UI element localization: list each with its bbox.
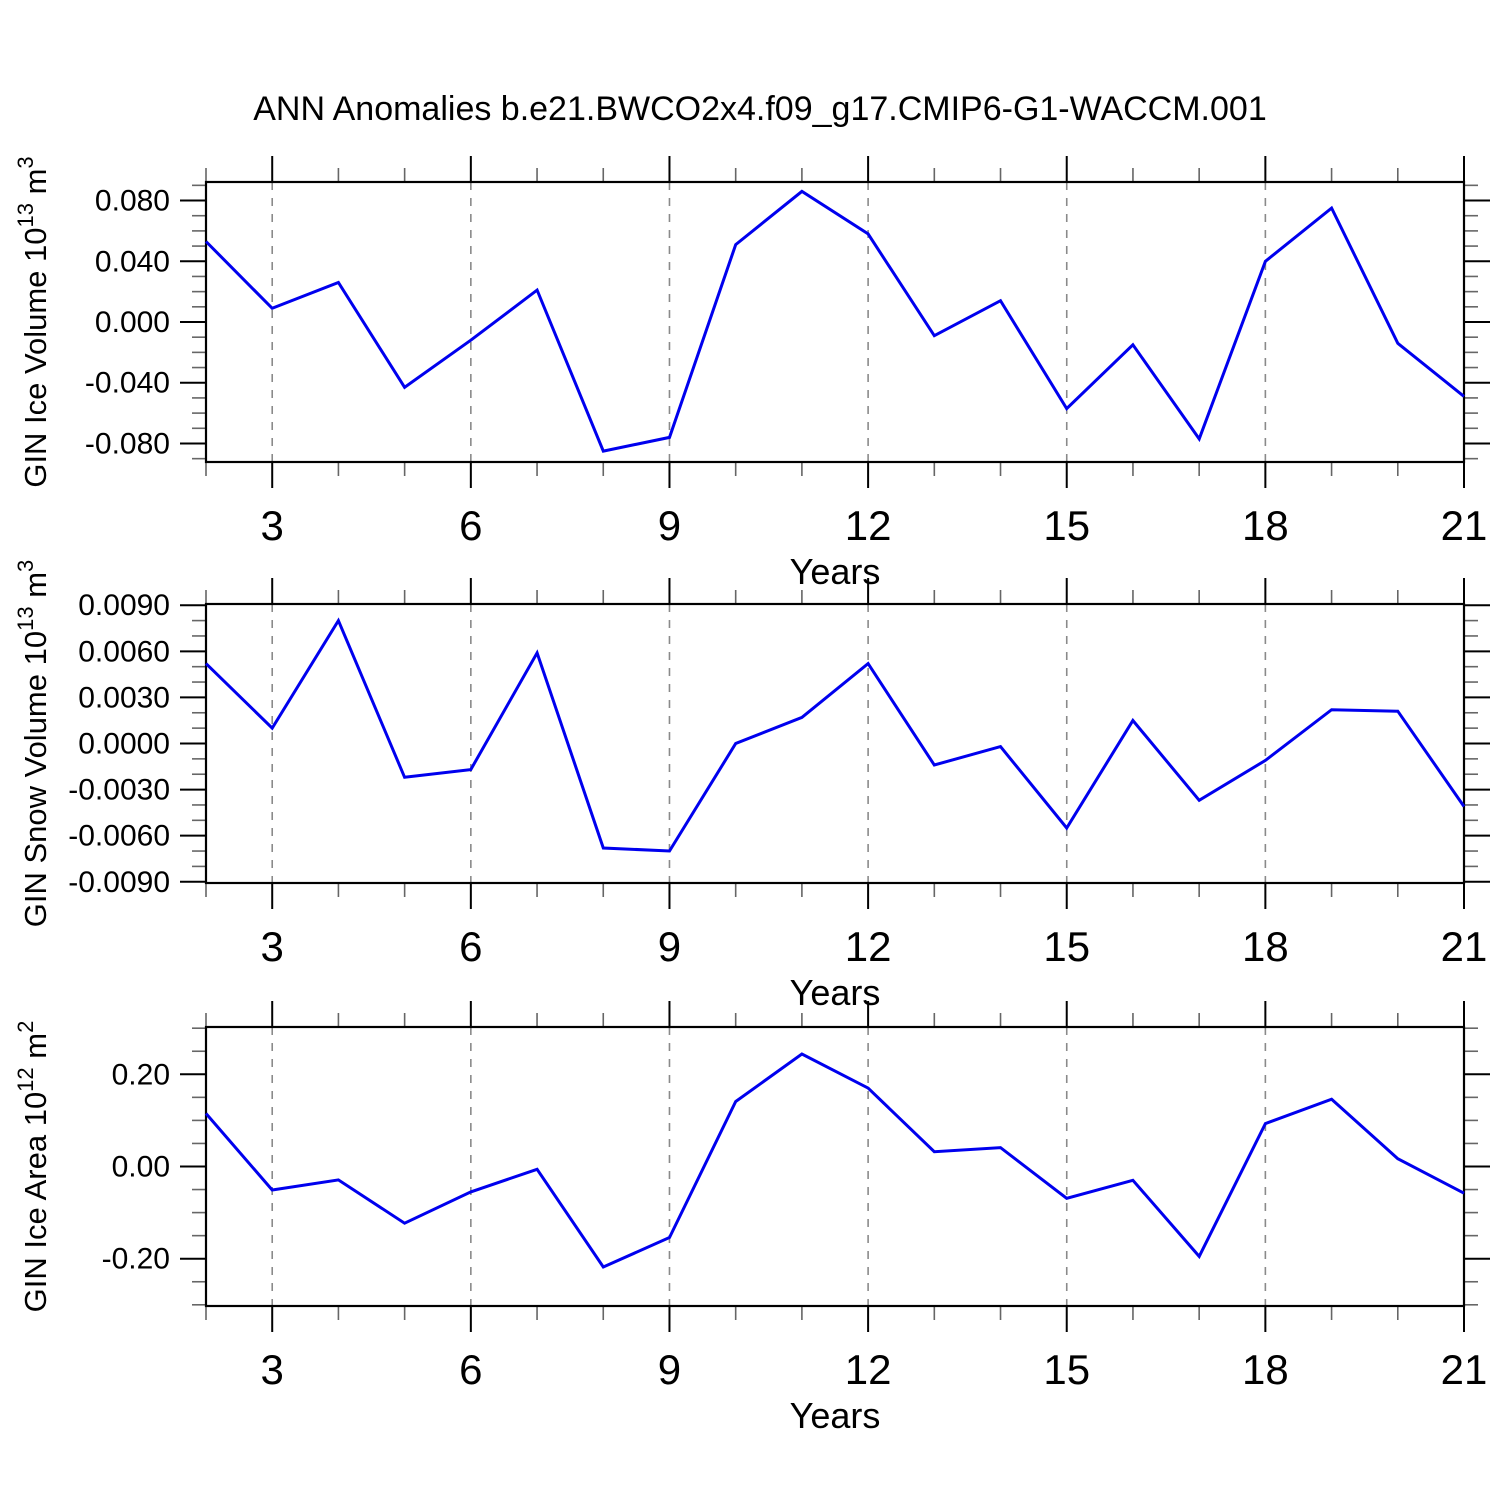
page-title: ANN Anomalies b.e21.BWCO2x4.f09_g17.CMIP… (253, 90, 1266, 128)
y-tick-label: 0.00 (112, 1151, 170, 1184)
x-axis-title: Years (790, 1395, 881, 1436)
y-tick-label: 0.000 (95, 306, 170, 339)
x-tick-label: 9 (658, 1346, 681, 1393)
x-tick-label: 21 (1441, 1346, 1488, 1393)
y-tick-label: -0.080 (85, 427, 170, 460)
y-tick-label: 0.0090 (78, 589, 170, 622)
y-axis-title: GIN Ice Volume 1013 m3 (13, 156, 53, 487)
y-tick-label: 0.20 (112, 1058, 170, 1091)
x-tick-label: 6 (459, 923, 482, 970)
chart-gin-ice-area: 3 6 9 12 15 18 21 0.20 0.00 -0.20 Years GIN Ice Are… (13, 1001, 1490, 1436)
y-axis-title: GIN Snow Volume 1013 m3 (13, 560, 53, 928)
data-line-gin-ice-area (204, 1052, 1465, 1269)
y-tick-label: 0.0060 (78, 635, 170, 668)
x-axis-title: Years (790, 551, 881, 592)
x-tick-label: 18 (1242, 502, 1289, 549)
x-tick-label: 15 (1043, 502, 1090, 549)
y-tick-label: -0.0030 (68, 774, 170, 807)
y-axis-title: GIN Ice Area 1012 m2 (13, 1021, 53, 1313)
x-tick-label: 21 (1441, 923, 1488, 970)
chart-gin-ice-volume: 3 6 9 12 15 18 21 0.080 0.040 0.000 -0.040 -0.080 Ye… (13, 156, 1490, 592)
plot-frame (204, 180, 1466, 464)
x-tick-label: 9 (658, 923, 681, 970)
y-tick-label: 0.040 (95, 245, 170, 278)
y-tick-label: 0.0030 (78, 681, 170, 714)
y-tick-label: 0.080 (95, 185, 170, 218)
x-tick-label: 18 (1242, 1346, 1289, 1393)
data-line-gin-ice-volume (204, 189, 1465, 453)
y-tick-label: -0.040 (85, 367, 170, 400)
x-tick-label: 9 (658, 502, 681, 549)
plot-frame (204, 602, 1466, 885)
x-tick-label: 12 (845, 502, 892, 549)
y-tick-label: -0.0090 (68, 866, 170, 899)
x-axis-title: Years (790, 972, 881, 1013)
x-tick-label: 21 (1441, 502, 1488, 549)
chart-gin-snow-volume: 3 6 9 12 15 18 21 0.0090 0.0060 0.0030 0.0000 -0.00… (13, 560, 1490, 1013)
x-tick-label: 15 (1043, 923, 1090, 970)
y-tick-label: -0.0060 (68, 820, 170, 853)
x-tick-label: 12 (845, 1346, 892, 1393)
data-line-gin-snow-volume (204, 617, 1466, 853)
plot-frame (204, 1025, 1466, 1308)
y-tick-label: -0.20 (102, 1243, 170, 1276)
x-tick-label: 12 (845, 923, 892, 970)
x-tick-label: 3 (261, 923, 284, 970)
x-tick-label: 15 (1043, 1346, 1090, 1393)
x-tick-label: 3 (261, 1346, 284, 1393)
x-tick-label: 3 (261, 502, 284, 549)
x-tick-label: 18 (1242, 923, 1289, 970)
x-tick-label: 6 (459, 1346, 482, 1393)
x-tick-label: 6 (459, 502, 482, 549)
y-tick-label: 0.0000 (78, 728, 170, 761)
